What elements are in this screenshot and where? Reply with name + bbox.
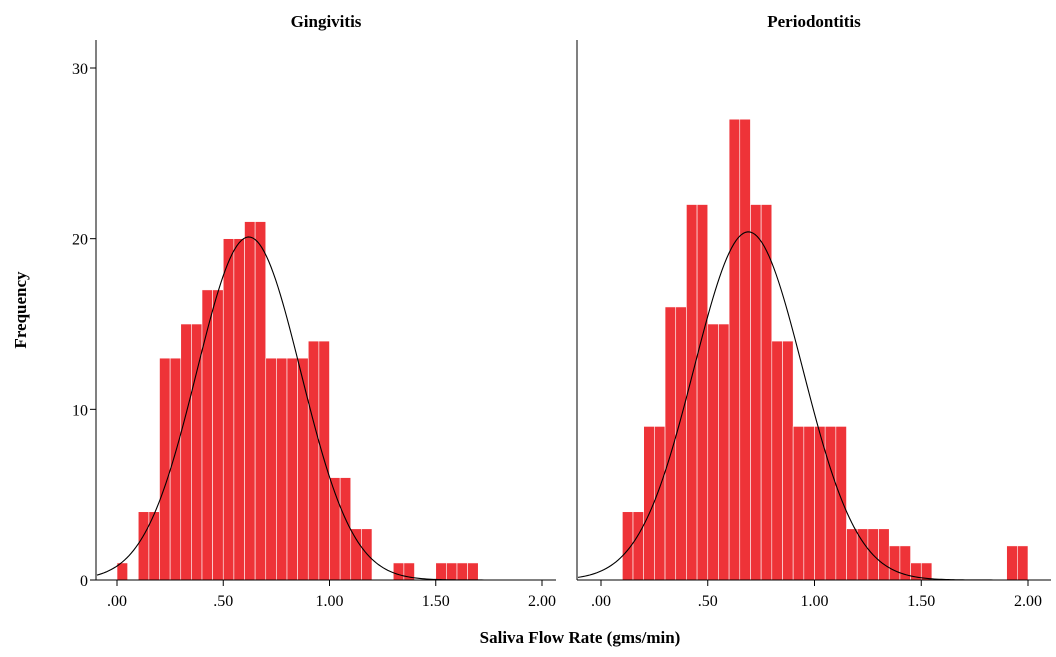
histogram-bar (307, 340, 320, 581)
histogram-bar (456, 562, 468, 581)
panel-title: Periodontitis (767, 12, 861, 31)
histogram-bar (297, 357, 309, 581)
histogram-bar (467, 562, 479, 581)
x-tick-label: 1.00 (316, 593, 344, 610)
x-tick-label: 2.00 (1014, 593, 1042, 610)
histogram-bar (696, 204, 709, 581)
histogram-bar (654, 426, 666, 581)
panel-0: .00 .50 1.00 1.50 2.00 Gingivitis (95, 12, 556, 610)
panel-1: .00 .50 1.00 1.50 2.00 Periodontitis (576, 12, 1051, 610)
x-tick-label: 1.50 (422, 593, 450, 610)
histogram-bar (265, 357, 277, 581)
histogram-bar (446, 562, 458, 581)
histogram-bar (1017, 545, 1029, 581)
histogram-bar (254, 221, 267, 581)
y-tick-label: 10 (72, 402, 88, 419)
y-tick-label: 20 (72, 232, 88, 249)
y-axis-title: Frequency (11, 271, 30, 349)
histogram-bar (835, 426, 847, 581)
panel-title: Gingivitis (291, 12, 362, 31)
histogram-bar (435, 562, 447, 581)
histogram-bar (169, 357, 182, 581)
histogram-bar (222, 238, 235, 581)
panel-layer: .00 .50 1.00 1.50 2.00 Gingivitis .00 .50 1.00 1.… (72, 12, 1051, 610)
histogram-bar (643, 426, 655, 581)
histogram-bar (888, 545, 901, 581)
histogram-bar (244, 221, 256, 581)
histogram-bar (137, 511, 150, 581)
histogram-bar (707, 323, 719, 581)
y-tick-label: 0 (80, 573, 88, 590)
histogram-bar (824, 426, 837, 581)
x-tick-label: .50 (698, 593, 718, 610)
histogram-bar (392, 562, 405, 581)
histogram-bar (276, 357, 288, 581)
x-tick-label: 1.50 (907, 593, 935, 610)
histogram-bar (350, 528, 362, 581)
x-tick-label: 2.00 (528, 593, 556, 610)
x-axis-title: Saliva Flow Rate (gms/min) (480, 628, 681, 647)
x-tick-label: .00 (107, 593, 127, 610)
histogram-bar (212, 289, 224, 581)
histogram-bar (718, 323, 730, 581)
histogram-bar (675, 306, 687, 581)
x-tick-label: 1.00 (801, 593, 829, 610)
x-tick-label: .50 (213, 593, 233, 610)
histogram-bar (760, 204, 773, 581)
histogram-bar (180, 323, 192, 581)
histogram-bar (814, 426, 826, 581)
histogram-bar (792, 426, 805, 581)
histogram-bar (771, 340, 783, 581)
histogram-bar (191, 323, 203, 581)
histogram-bar (728, 118, 741, 581)
histogram-bar (846, 528, 858, 581)
histogram-bar (201, 289, 213, 581)
histogram-bar (803, 426, 815, 581)
histogram-bar (878, 528, 890, 581)
histogram-bar (233, 238, 245, 581)
x-tick-label: .00 (591, 593, 611, 610)
histogram-bar (159, 357, 171, 581)
histogram-bar (1006, 545, 1018, 581)
histogram-bar (632, 511, 645, 581)
histogram-bar (739, 118, 751, 581)
histogram-bar (286, 357, 298, 581)
histogram-bar (339, 477, 352, 581)
histogram-bar (750, 204, 762, 581)
y-tick-label: 30 (72, 61, 88, 78)
histogram-bar (782, 340, 794, 581)
